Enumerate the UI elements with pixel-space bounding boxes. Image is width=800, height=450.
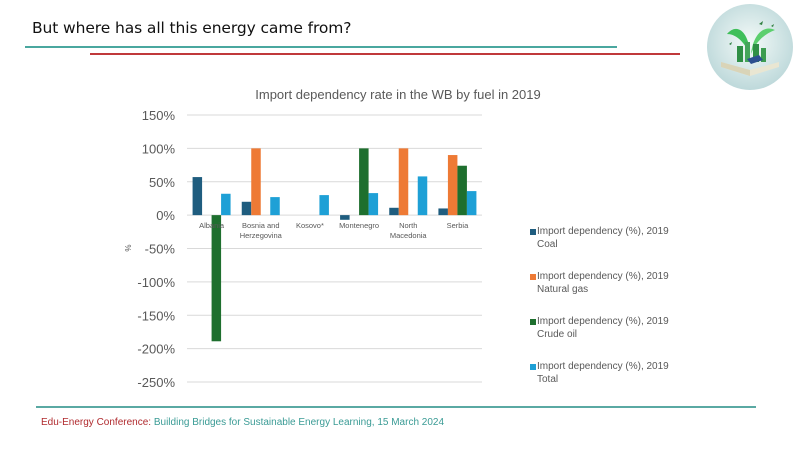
x-tick-label: Albania — [199, 221, 225, 230]
x-tick-label: Serbia — [447, 221, 470, 230]
x-tick-label: Kosovo* — [296, 221, 324, 230]
y-tick-label: 50% — [149, 175, 175, 190]
legend-item: Import dependency (%), 2019 Natural gas — [530, 271, 730, 316]
chart-title: Import dependency rate in the WB by fuel… — [255, 87, 540, 102]
bar-crude-oil — [457, 165, 467, 216]
y-tick-label: -200% — [137, 342, 175, 357]
title-underline-red — [90, 53, 680, 55]
legend-swatch — [530, 274, 536, 280]
x-tick-label: Montenegro — [339, 221, 379, 230]
bar-natural-gas — [251, 148, 261, 216]
legend-item: Import dependency (%), 2019 Crude oil — [530, 316, 730, 361]
y-tick-label: -250% — [137, 375, 175, 390]
y-tick-label: -100% — [137, 275, 175, 290]
legend-swatch — [530, 319, 536, 325]
legend-swatch — [530, 229, 536, 235]
slide-title: But where has all this energy came from? — [32, 19, 352, 37]
footer-conference-label: Edu-Energy Conference: — [41, 417, 152, 428]
bar-coal — [192, 177, 203, 216]
x-tick-label: North Macedonia — [390, 221, 428, 240]
conference-logo-icon — [707, 4, 793, 90]
y-tick-label: -150% — [137, 308, 175, 323]
footer-divider — [36, 406, 756, 408]
bar-coal — [389, 207, 399, 216]
bar-total — [368, 193, 379, 216]
legend-label: Import dependency (%), 2019 Natural gas — [537, 271, 669, 295]
footer-conference-text: Building Bridges for Sustainable Energy … — [151, 417, 445, 428]
bar-total — [319, 195, 329, 216]
footer: Edu-Energy Conference: Building Bridges … — [41, 417, 444, 428]
legend-label: Import dependency (%), 2019 Crude oil — [537, 316, 669, 340]
bar-total — [270, 197, 280, 216]
bar-coal — [438, 208, 448, 216]
bar-coal — [241, 201, 252, 216]
bar-crude-oil — [211, 215, 222, 342]
y-tick-label: -50% — [145, 242, 176, 257]
legend-swatch — [530, 364, 536, 370]
chart-legend: Import dependency (%), 2019 Coal Import de… — [530, 226, 730, 406]
title-underline-teal — [25, 46, 617, 48]
bar-coal — [340, 215, 350, 220]
bar-natural-gas — [447, 155, 458, 216]
bar-crude-oil — [359, 148, 369, 216]
bar-total — [221, 193, 231, 216]
x-tick-label: Bosnia and Herzegovina — [240, 221, 283, 240]
bar-total — [417, 176, 428, 216]
y-tick-label: 100% — [142, 141, 176, 156]
bar-natural-gas — [398, 148, 409, 216]
y-axis-label: % — [124, 244, 133, 251]
legend-item: Import dependency (%), 2019 Coal — [530, 226, 730, 271]
legend-item: Import dependency (%), 2019 Total — [530, 361, 730, 406]
legend-label: Import dependency (%), 2019 Total — [537, 361, 669, 385]
y-tick-label: 0% — [156, 208, 175, 223]
legend-label: Import dependency (%), 2019 Coal — [537, 226, 669, 250]
y-tick-label: 150% — [142, 108, 176, 123]
bar-total — [466, 191, 477, 216]
